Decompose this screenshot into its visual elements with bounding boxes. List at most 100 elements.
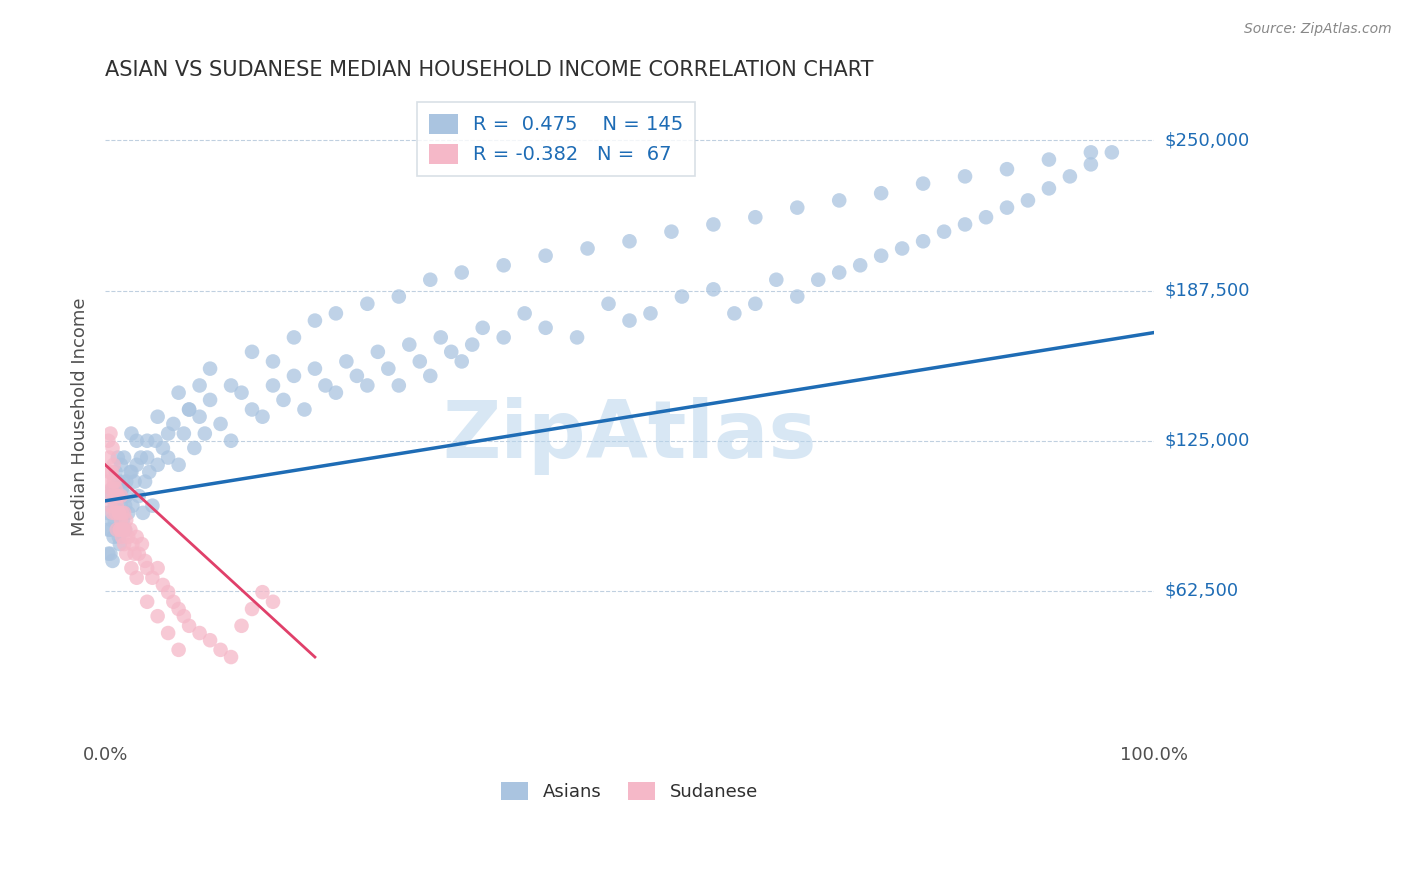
Point xyxy=(252,409,274,424)
Point xyxy=(104,465,127,479)
Point xyxy=(419,273,441,287)
Point xyxy=(114,499,136,513)
Point xyxy=(115,489,138,503)
Point xyxy=(870,186,893,201)
Point xyxy=(104,506,127,520)
Point xyxy=(157,626,180,640)
Point xyxy=(110,499,132,513)
Point xyxy=(325,306,347,320)
Point xyxy=(891,242,914,256)
Point xyxy=(188,409,211,424)
Point xyxy=(146,458,169,472)
Point xyxy=(162,595,184,609)
Text: $187,500: $187,500 xyxy=(1166,282,1250,300)
Point xyxy=(136,561,159,575)
Point xyxy=(273,392,295,407)
Point xyxy=(100,513,122,527)
Point xyxy=(146,561,169,575)
Point xyxy=(419,368,441,383)
Point xyxy=(162,417,184,431)
Point xyxy=(112,523,135,537)
Legend: Asians, Sudanese: Asians, Sudanese xyxy=(492,772,768,810)
Y-axis label: Median Household Income: Median Household Income xyxy=(72,297,89,536)
Point xyxy=(105,489,128,503)
Point xyxy=(723,306,745,320)
Point xyxy=(304,313,326,327)
Point xyxy=(828,194,851,208)
Point xyxy=(114,523,136,537)
Point xyxy=(744,297,766,311)
Point xyxy=(304,361,326,376)
Text: ASIAN VS SUDANESE MEDIAN HOUSEHOLD INCOME CORRELATION CHART: ASIAN VS SUDANESE MEDIAN HOUSEHOLD INCOM… xyxy=(105,60,873,79)
Point xyxy=(576,242,599,256)
Point xyxy=(167,602,190,616)
Point xyxy=(995,201,1018,215)
Point xyxy=(167,458,190,472)
Point xyxy=(103,458,125,472)
Point xyxy=(146,409,169,424)
Point xyxy=(108,530,131,544)
Point xyxy=(124,475,146,489)
Point xyxy=(450,354,472,368)
Point xyxy=(219,378,242,392)
Point xyxy=(765,273,787,287)
Point xyxy=(104,489,127,503)
Point xyxy=(1038,181,1060,195)
Point xyxy=(115,513,138,527)
Point xyxy=(110,489,132,503)
Point xyxy=(120,561,142,575)
Point xyxy=(110,513,132,527)
Point xyxy=(240,602,263,616)
Point xyxy=(183,441,205,455)
Point xyxy=(1080,157,1102,171)
Point xyxy=(108,523,131,537)
Point xyxy=(912,234,935,248)
Point xyxy=(110,458,132,472)
Text: $125,000: $125,000 xyxy=(1166,432,1250,450)
Point xyxy=(786,289,808,303)
Point xyxy=(107,489,129,503)
Point xyxy=(786,201,808,215)
Point xyxy=(101,441,124,455)
Point xyxy=(107,450,129,465)
Point xyxy=(198,361,221,376)
Point xyxy=(117,506,139,520)
Point xyxy=(101,482,124,496)
Point xyxy=(367,344,389,359)
Point xyxy=(124,547,146,561)
Point xyxy=(125,458,148,472)
Point xyxy=(492,330,515,344)
Point xyxy=(141,499,163,513)
Point xyxy=(492,258,515,272)
Point xyxy=(198,633,221,648)
Point xyxy=(136,434,159,448)
Point xyxy=(828,266,851,280)
Point xyxy=(114,523,136,537)
Point xyxy=(145,434,167,448)
Point xyxy=(136,595,159,609)
Text: ZipAtlas: ZipAtlas xyxy=(443,397,817,475)
Point xyxy=(262,354,284,368)
Point xyxy=(807,273,830,287)
Point xyxy=(335,354,357,368)
Point xyxy=(120,465,142,479)
Point xyxy=(141,571,163,585)
Point xyxy=(198,392,221,407)
Point xyxy=(173,609,195,624)
Point xyxy=(100,426,122,441)
Point xyxy=(619,234,641,248)
Point xyxy=(120,426,142,441)
Point xyxy=(974,211,997,225)
Point xyxy=(107,489,129,503)
Point xyxy=(121,537,143,551)
Point xyxy=(1080,145,1102,160)
Point xyxy=(103,482,125,496)
Point xyxy=(97,489,120,503)
Point xyxy=(534,320,557,334)
Point xyxy=(103,530,125,544)
Point xyxy=(231,385,253,400)
Point xyxy=(283,368,305,383)
Point xyxy=(565,330,588,344)
Point xyxy=(157,450,180,465)
Point xyxy=(108,475,131,489)
